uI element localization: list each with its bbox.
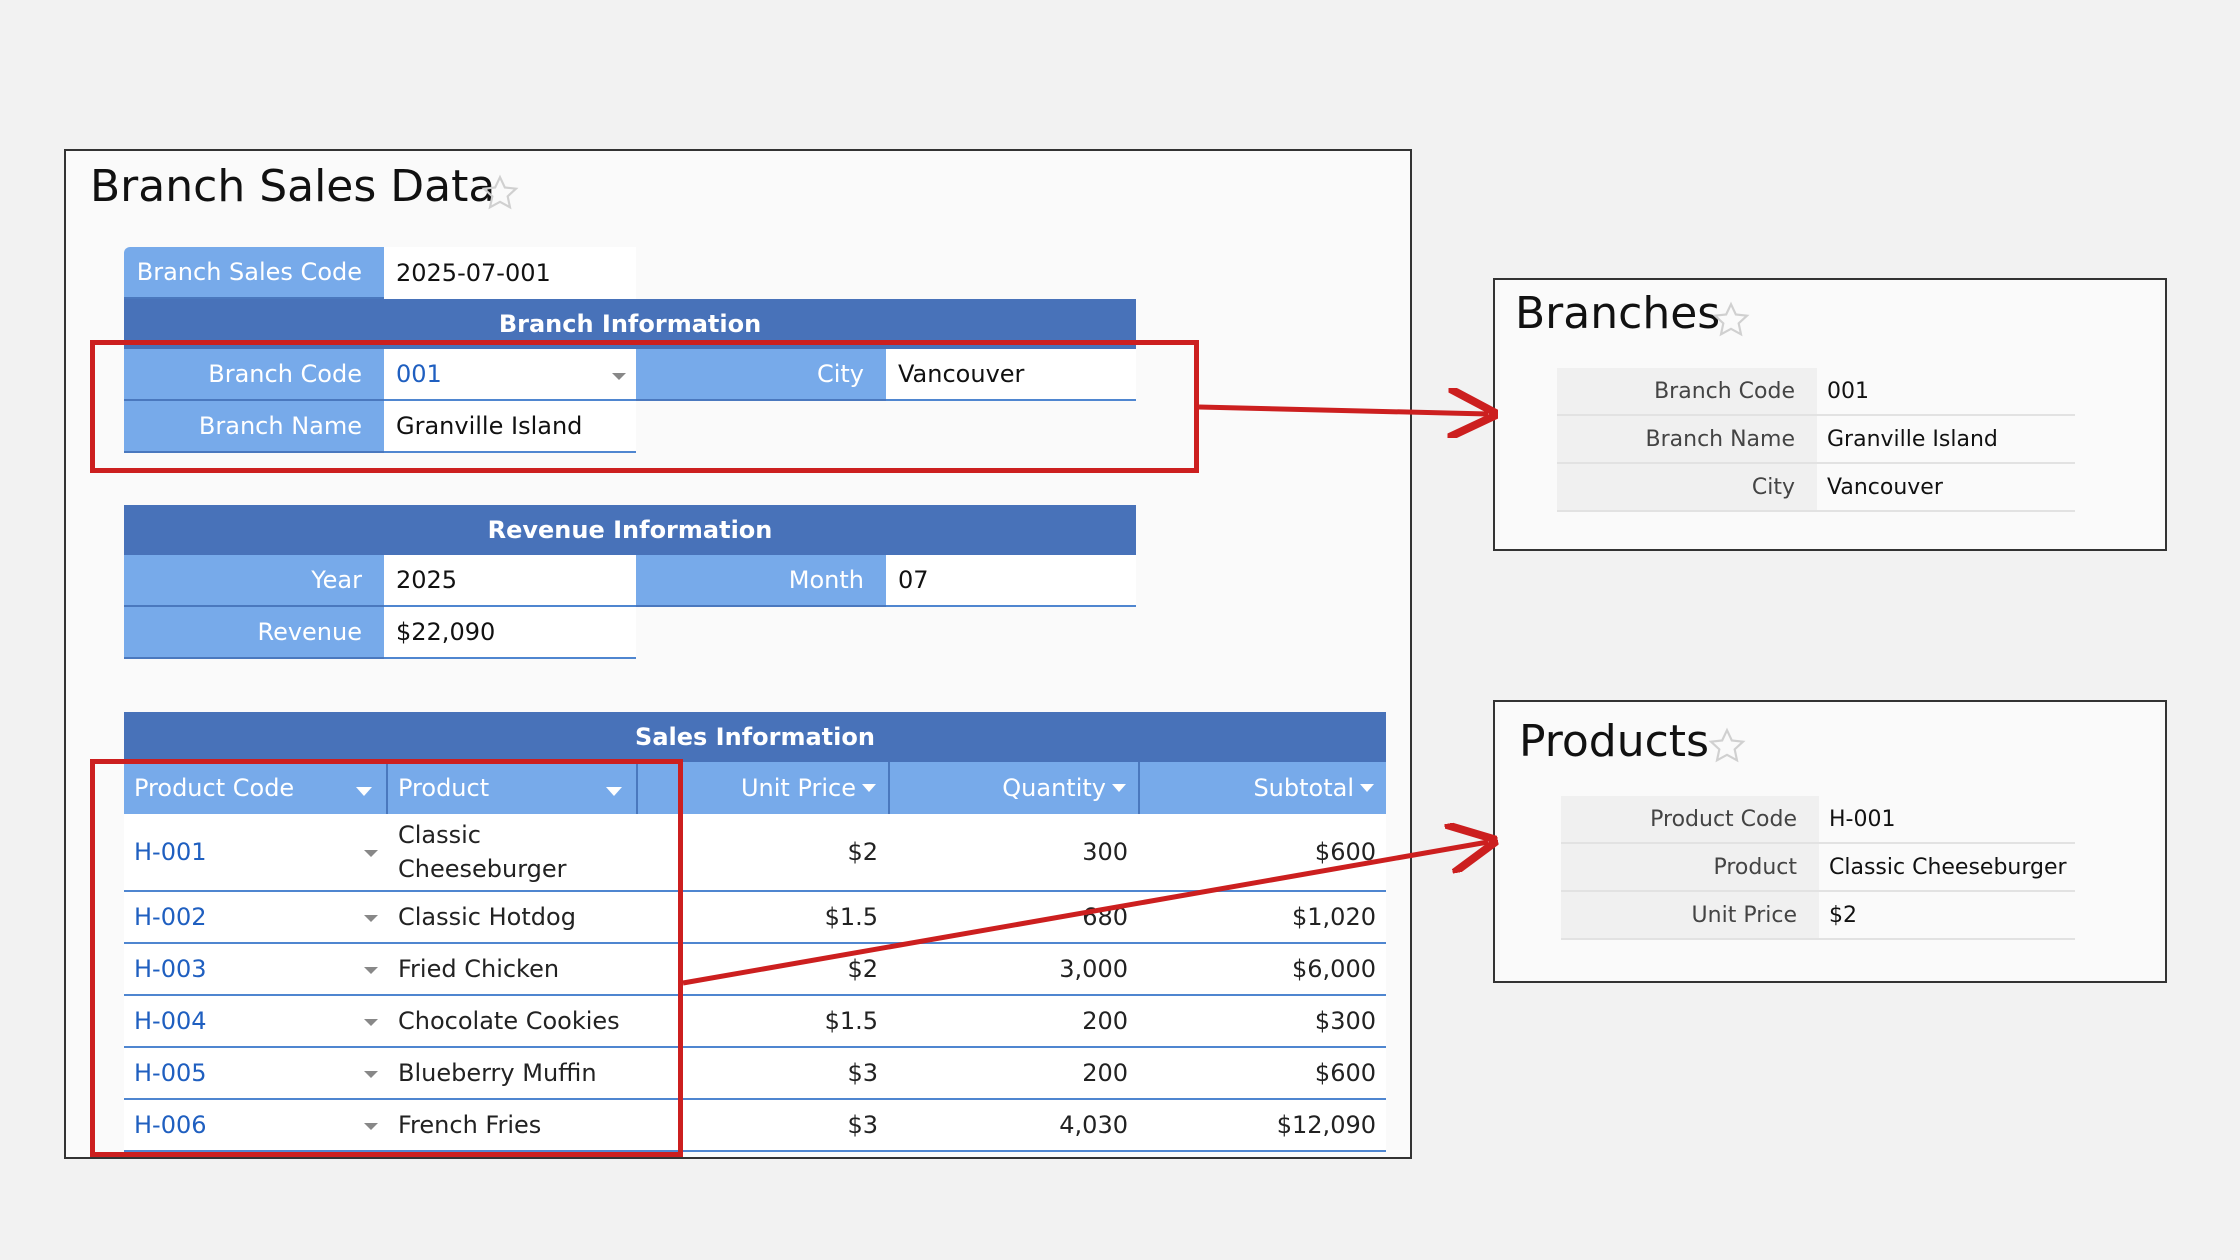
product-code-dropdown-icon[interactable] — [364, 850, 378, 857]
sort-caret-icon — [1360, 784, 1374, 792]
products-product-value: Classic Cheeseburger — [1819, 844, 2075, 892]
sort-caret-icon — [606, 787, 622, 796]
product-name: Fried Chicken — [398, 955, 560, 983]
subtotal: $12,090 — [1276, 1111, 1376, 1139]
table-row: H-002 Classic Hotdog $1.5 680 $1,020 — [124, 892, 1386, 944]
branch-sales-data-panel: Branch Sales Data Branch Sales Code 2025… — [64, 149, 1412, 1159]
branch-name-label: Branch Name — [124, 401, 384, 453]
table-row: H-005 Blueberry Muffin $3 200 $600 — [124, 1048, 1386, 1100]
unit-price: $1.5 — [824, 903, 878, 931]
subtotal: $600 — [1314, 1059, 1376, 1087]
branch-code-dropdown-icon[interactable] — [612, 373, 626, 380]
product-name: Blueberry Muffin — [398, 1059, 597, 1087]
branches-city-label: City — [1557, 464, 1817, 512]
products-product-code-label: Product Code — [1561, 796, 1819, 844]
arrow-to-products — [682, 842, 1488, 986]
branch-code-value: 001 — [396, 360, 442, 388]
quantity[interactable]: 300 — [1082, 838, 1128, 866]
branches-branch-code-label: Branch Code — [1557, 368, 1817, 416]
products-product-code-value: H-001 — [1819, 796, 2075, 844]
branches-branch-name-label: Branch Name — [1557, 416, 1817, 464]
branches-branch-name-value: Granville Island — [1817, 416, 2075, 464]
quantity[interactable]: 200 — [1082, 1007, 1128, 1035]
unit-price: $3 — [847, 1111, 878, 1139]
branch-code-label: Branch Code — [124, 349, 384, 401]
product-code-link[interactable]: H-006 — [134, 1111, 207, 1139]
product-code-link[interactable]: H-004 — [134, 1007, 207, 1035]
product-code-dropdown-icon[interactable] — [364, 915, 378, 922]
column-header-quantity[interactable]: Quantity — [890, 762, 1140, 814]
product-code-link[interactable]: H-003 — [134, 955, 207, 983]
column-header-subtotal[interactable]: Subtotal — [1140, 762, 1386, 814]
revenue-label: Revenue — [124, 607, 384, 659]
branches-city-value: Vancouver — [1817, 464, 2075, 512]
product-name: French Fries — [398, 1111, 542, 1139]
sales-information-header: Sales Information — [124, 712, 1386, 762]
column-header-product-code[interactable]: Product Code — [124, 762, 388, 814]
products-product-label: Product — [1561, 844, 1819, 892]
product-code-link[interactable]: H-005 — [134, 1059, 207, 1087]
sort-caret-icon — [862, 784, 876, 792]
favorite-star-icon[interactable] — [1707, 726, 1747, 766]
branches-panel: Branches Branch Code 001 Branch Name Gra… — [1493, 278, 2167, 551]
table-row: H-004 Chocolate Cookies $1.5 200 $300 — [124, 996, 1386, 1048]
branch-info-highlight-box — [90, 340, 1199, 473]
unit-price: $3 — [847, 1059, 878, 1087]
quantity[interactable]: 200 — [1082, 1059, 1128, 1087]
revenue-field: $22,090 — [384, 607, 636, 659]
branches-title: Branches — [1515, 288, 1721, 339]
product-code-link[interactable]: H-002 — [134, 903, 207, 931]
subtotal: $300 — [1314, 1007, 1376, 1035]
unit-price: $2 — [847, 838, 878, 866]
product-code-dropdown-icon[interactable] — [364, 1071, 378, 1078]
quantity[interactable]: 3,000 — [1059, 955, 1128, 983]
arrow-to-branches — [1198, 407, 1488, 414]
month-field[interactable]: 07 — [886, 555, 1136, 607]
city-field: Vancouver — [886, 349, 1136, 401]
subtotal: $6,000 — [1292, 955, 1376, 983]
table-row: H-006 French Fries $3 4,030 $12,090 — [124, 1100, 1386, 1152]
product-code-dropdown-icon[interactable] — [364, 1019, 378, 1026]
quantity[interactable]: 4,030 — [1059, 1111, 1128, 1139]
favorite-star-icon[interactable] — [1711, 300, 1751, 340]
favorite-star-icon[interactable] — [480, 173, 520, 213]
branch-sales-code-field[interactable]: 2025-07-001 — [384, 247, 636, 299]
product-columns-highlight-box — [90, 759, 683, 1157]
month-label: Month — [636, 555, 886, 607]
product-code-dropdown-icon[interactable] — [364, 1123, 378, 1130]
product-code-link[interactable]: H-001 — [134, 838, 207, 866]
table-row: H-001 Classic Cheeseburger $2 300 $600 — [124, 814, 1386, 892]
city-label: City — [636, 349, 886, 401]
product-name: Classic Cheeseburger — [398, 821, 567, 883]
column-header-product[interactable]: Product — [388, 762, 638, 814]
page-title: Branch Sales Data — [90, 161, 496, 212]
products-unit-price-label: Unit Price — [1561, 892, 1819, 940]
product-code-dropdown-icon[interactable] — [364, 967, 378, 974]
unit-price: $2 — [847, 955, 878, 983]
branch-sales-code-label: Branch Sales Code — [124, 247, 384, 299]
product-name: Chocolate Cookies — [398, 1007, 620, 1035]
subtotal: $1,020 — [1292, 903, 1376, 931]
products-unit-price-value: $2 — [1819, 892, 2075, 940]
year-label: Year — [124, 555, 384, 607]
year-field[interactable]: 2025 — [384, 555, 636, 607]
branch-code-select[interactable]: 001 — [384, 349, 636, 401]
product-name: Classic Hotdog — [398, 903, 576, 931]
sort-caret-icon — [356, 787, 372, 796]
products-panel: Products Product Code H-001 Product Clas… — [1493, 700, 2167, 983]
branch-name-field: Granville Island — [384, 401, 636, 453]
revenue-information-header: Revenue Information — [124, 505, 1136, 555]
branches-branch-code-value: 001 — [1817, 368, 2075, 416]
sort-caret-icon — [1112, 784, 1126, 792]
products-title: Products — [1519, 716, 1709, 767]
unit-price: $1.5 — [824, 1007, 878, 1035]
